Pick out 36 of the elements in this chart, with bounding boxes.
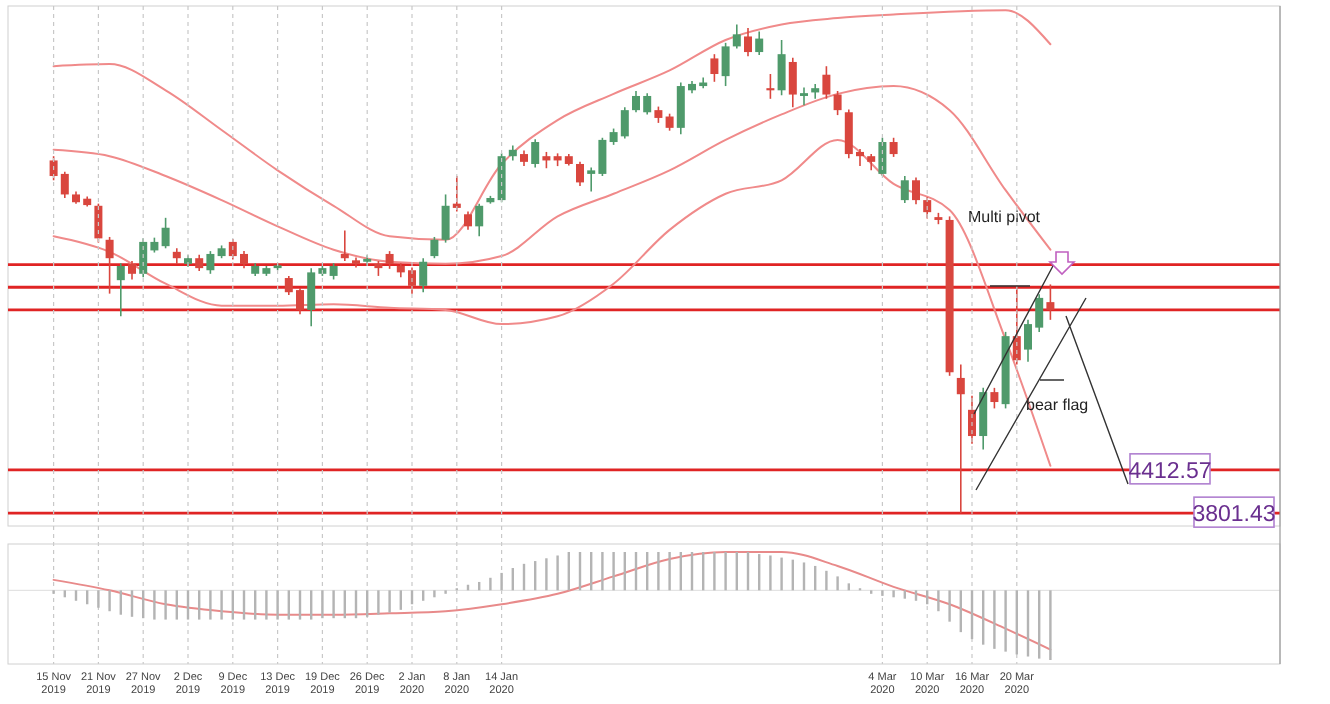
candlestick: [732, 23, 741, 50]
candlestick: [206, 250, 215, 275]
candlestick: [576, 161, 584, 187]
candlestick: [912, 176, 920, 206]
candlestick: [755, 30, 764, 56]
ref-line-label: 3801.43: [1192, 503, 1276, 528]
candlestick: [116, 262, 125, 318]
candlestick: [956, 363, 965, 515]
candlestick: [464, 210, 472, 231]
candlestick: [105, 236, 114, 295]
candlestick: [161, 217, 170, 250]
candlestick: [430, 236, 439, 260]
candlestick: [788, 56, 797, 109]
candlestick: [889, 136, 898, 158]
candlestick: [441, 193, 450, 244]
candlestick: [777, 39, 786, 97]
candlestick: [531, 138, 540, 169]
candlestick: [1046, 283, 1055, 321]
candlestick: [833, 90, 842, 116]
candlestick: [800, 86, 808, 106]
candlestick: [990, 387, 999, 410]
candlestick: [822, 65, 831, 100]
annotation: bear flag: [1026, 396, 1089, 414]
candlestick: [766, 73, 775, 100]
candlestick: [811, 83, 820, 100]
candlestick: [475, 202, 484, 238]
candlestick: [979, 387, 988, 451]
annotation: Multi pivot: [968, 208, 1042, 226]
candlestick: [744, 27, 752, 58]
ref-line-label: 4412.57: [1128, 459, 1212, 484]
candlestick: [900, 175, 909, 204]
candlestick: [419, 257, 428, 294]
candlestick: [340, 229, 349, 262]
candlestick: [128, 260, 136, 281]
candlestick: [721, 42, 730, 87]
candlestick: [710, 53, 719, 83]
